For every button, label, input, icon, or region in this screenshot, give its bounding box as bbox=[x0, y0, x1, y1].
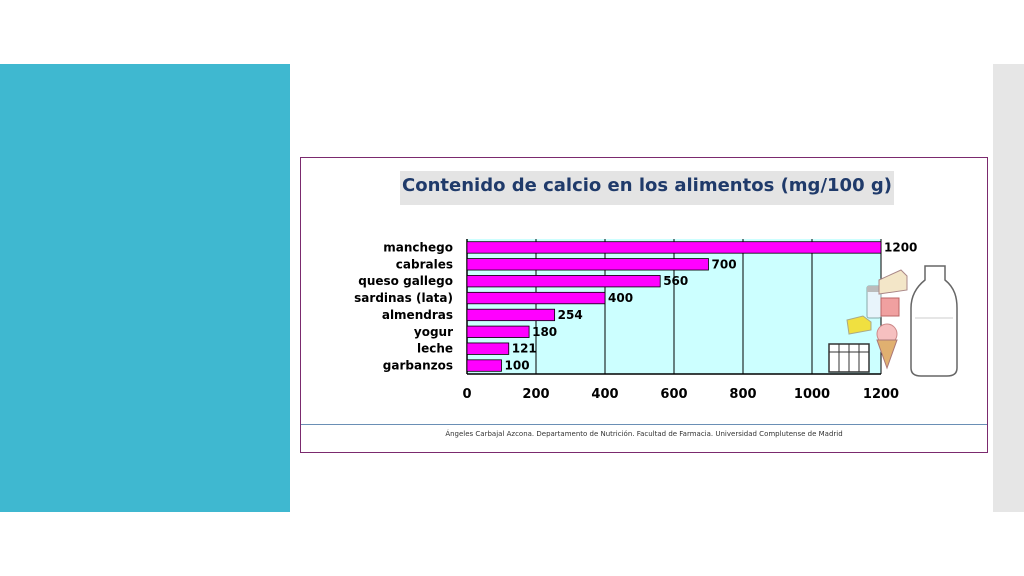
bar bbox=[466, 342, 510, 355]
value-label: 254 bbox=[558, 308, 583, 322]
footer-divider bbox=[301, 424, 987, 425]
category-label: yogur bbox=[414, 325, 453, 339]
milk-bottle-icon bbox=[910, 265, 958, 377]
chart-figure: Contenido de calcio en los alimentos (mg… bbox=[300, 157, 988, 453]
credit-text: Ángeles Carbajal Azcona. Departamento de… bbox=[445, 430, 843, 438]
value-label: 180 bbox=[532, 325, 557, 339]
category-label: cabrales bbox=[396, 257, 453, 271]
x-tick-label: 800 bbox=[729, 387, 756, 402]
bar bbox=[466, 359, 502, 372]
cheese-icon bbox=[846, 269, 908, 335]
x-tick-label: 400 bbox=[591, 387, 618, 402]
category-label: almendras bbox=[382, 308, 453, 322]
category-label: leche bbox=[417, 342, 453, 356]
bar bbox=[466, 291, 606, 305]
accent-panel bbox=[0, 64, 290, 512]
chart-title-box: Contenido de calcio en los alimentos (mg… bbox=[400, 171, 894, 205]
bar bbox=[466, 258, 709, 271]
x-tick-label: 1200 bbox=[863, 387, 899, 402]
x-tick-label: 1000 bbox=[794, 387, 830, 402]
bars bbox=[466, 241, 882, 372]
category-label: sardinas (lata) bbox=[354, 291, 453, 305]
category-label: manchego bbox=[383, 240, 453, 254]
bar bbox=[466, 308, 556, 322]
scrollbar-strip bbox=[993, 64, 1024, 512]
bar bbox=[466, 325, 530, 338]
bar bbox=[466, 241, 882, 254]
labels: 0 200 400 600 800 1000 1200 manchego 1200 cabrale… bbox=[354, 240, 917, 402]
bar bbox=[466, 275, 661, 288]
value-label: 400 bbox=[608, 291, 633, 305]
category-label: queso gallego bbox=[358, 274, 453, 288]
category-label: garbanzos bbox=[383, 359, 453, 373]
value-label: 121 bbox=[512, 342, 537, 356]
value-label: 700 bbox=[712, 257, 737, 271]
value-label: 560 bbox=[663, 274, 688, 288]
ice-cream-icon bbox=[876, 323, 898, 370]
value-label: 1200 bbox=[884, 240, 917, 254]
chart-title: Contenido de calcio en los alimentos (mg… bbox=[402, 175, 892, 196]
x-tick-label: 0 bbox=[462, 387, 471, 402]
x-tick-label: 200 bbox=[522, 387, 549, 402]
bar-chart: 0 200 400 600 800 1000 1200 manchego 1200 cabrale… bbox=[354, 239, 958, 402]
value-label: 100 bbox=[505, 359, 530, 373]
milk-crate-icon bbox=[828, 343, 870, 373]
x-tick-label: 600 bbox=[660, 387, 687, 402]
